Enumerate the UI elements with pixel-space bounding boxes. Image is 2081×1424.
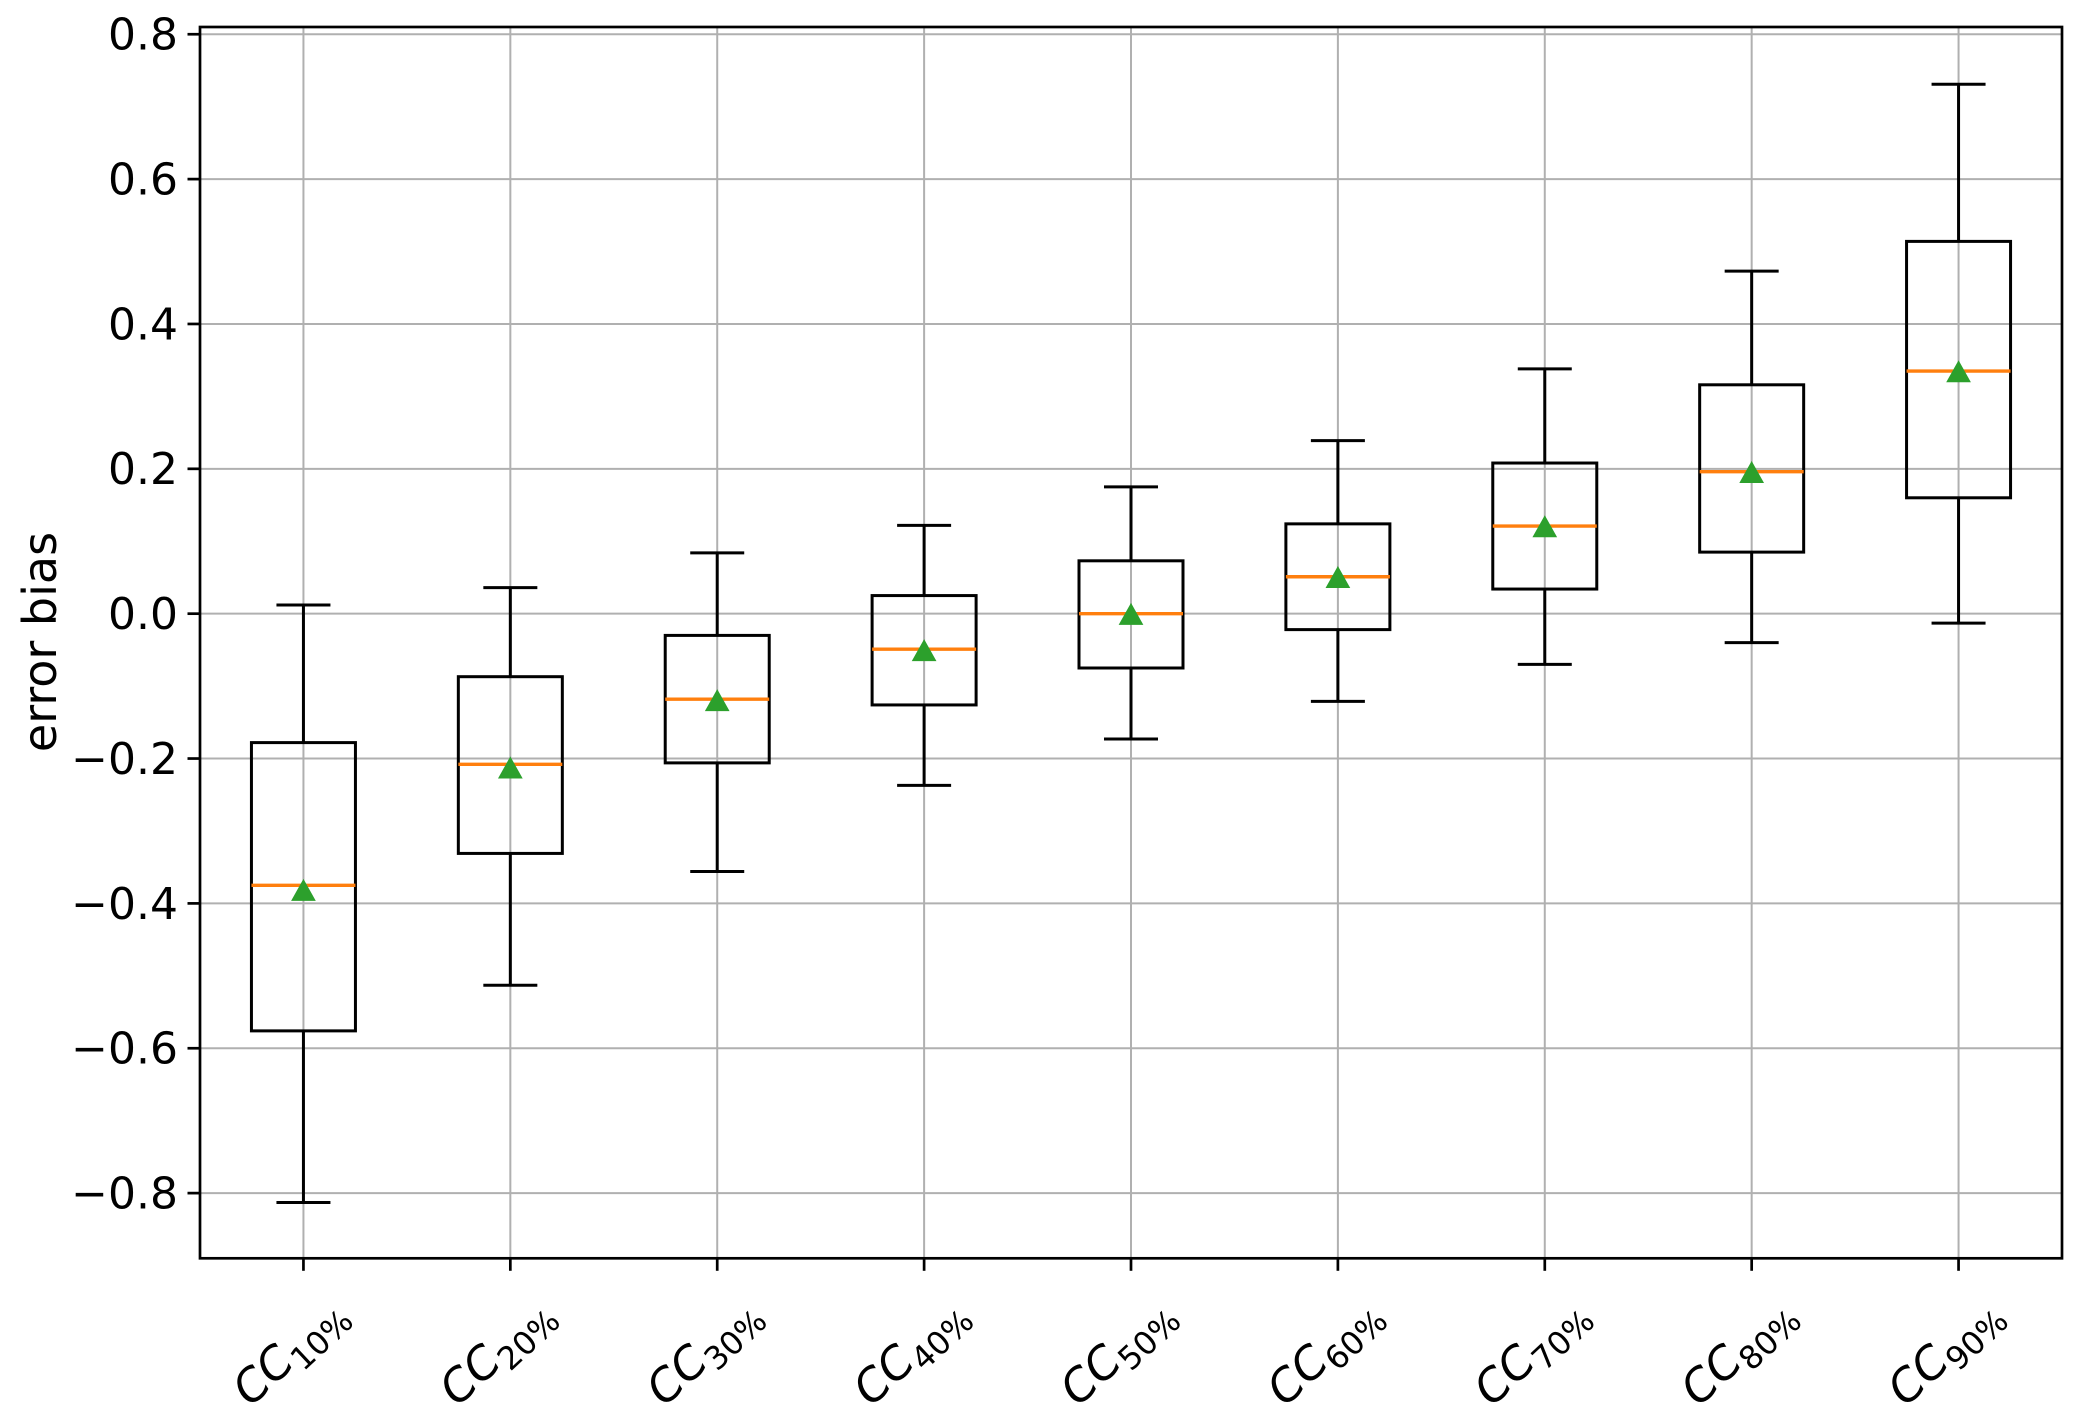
- x-tick-label-CC60%: CC60%: [1256, 1286, 1395, 1421]
- mean-marker: [1946, 360, 1971, 383]
- y-tick-label-7: −0.6: [71, 1024, 178, 1075]
- box-group-CC70%: [1491, 367, 1599, 666]
- grid-layer: [200, 27, 2062, 1259]
- x-tick-label-CC90%: CC90%: [1877, 1286, 2016, 1421]
- y-tick-label-5: −0.2: [71, 734, 178, 785]
- y-tick-label-0: 0.8: [108, 10, 178, 61]
- mean-marker: [1118, 602, 1144, 625]
- box-group-CC90%: [1905, 82, 2013, 625]
- box-group-CC40%: [870, 523, 978, 787]
- x-tick-label-CC10%: CC10%: [222, 1286, 361, 1421]
- box-group-CC50%: [1077, 485, 1185, 741]
- x-axis: CC10% CC20% CC30% CC40% CC50% CC60% CC70% CC80%…: [222, 1258, 2016, 1421]
- mean-marker: [704, 689, 730, 712]
- y-tick-label-6: −0.4: [71, 879, 178, 930]
- y-tick-label-3: 0.2: [108, 444, 178, 495]
- y-axis-label: error bias: [13, 531, 67, 753]
- x-tick-label-CC40%: CC40%: [842, 1286, 981, 1421]
- box-group-CC30%: [663, 551, 771, 874]
- box-group-CC60%: [1284, 439, 1392, 703]
- y-axis: 0.8 0.6 0.4 0.2 0.0 −0.2 −0.4 −0.6 −0.8: [71, 10, 200, 1220]
- mean-marker: [291, 878, 316, 901]
- x-tick-label-CC30%: CC30%: [636, 1286, 775, 1421]
- mean-marker: [497, 756, 523, 779]
- y-tick-label-2: 0.4: [108, 299, 178, 350]
- box-rect: [1698, 383, 1806, 554]
- x-tick-label-CC80%: CC80%: [1670, 1286, 1809, 1421]
- box-group-CC10%: [249, 603, 357, 1205]
- mean-marker: [1739, 460, 1765, 483]
- mean-marker: [1325, 565, 1351, 588]
- x-tick-label-CC70%: CC70%: [1463, 1286, 1602, 1421]
- box-group-CC20%: [456, 586, 564, 987]
- x-tick-label-CC50%: CC50%: [1049, 1286, 1188, 1421]
- x-tick-label-CC20%: CC20%: [429, 1286, 568, 1421]
- mean-marker: [911, 639, 937, 662]
- y-tick-label-8: −0.8: [71, 1169, 178, 1220]
- y-tick-label-4: 0.0: [108, 589, 178, 640]
- mean-marker: [1532, 515, 1558, 538]
- box-group-CC80%: [1698, 269, 1806, 645]
- y-tick-label-1: 0.6: [108, 155, 178, 206]
